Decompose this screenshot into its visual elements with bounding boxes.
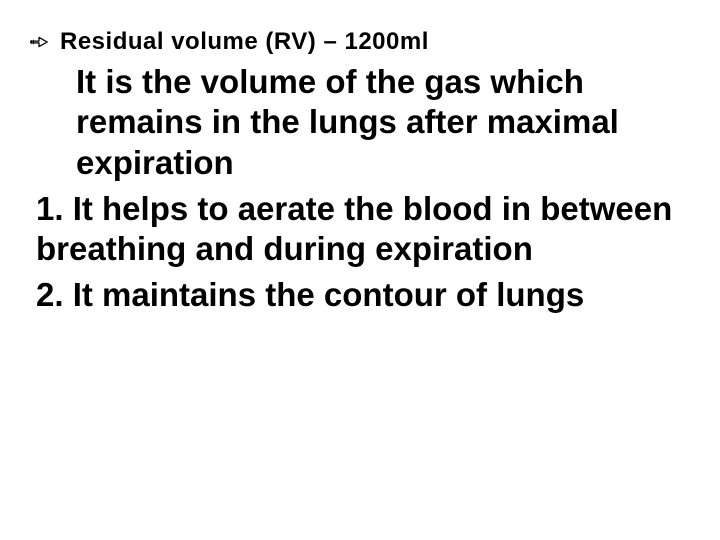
- list-number: 1.: [36, 190, 64, 227]
- list-item: 2. It maintains the contour of lungs: [28, 275, 692, 315]
- list-text: It helps to aerate the blood in between …: [36, 190, 672, 267]
- list-item: 1. It helps to aerate the blood in betwe…: [28, 189, 692, 270]
- definition-text: It is the volume of the gas which remain…: [28, 62, 692, 183]
- list-number: 2.: [36, 276, 64, 313]
- slide: Residual volume (RV) – 1200ml It is the …: [0, 0, 720, 540]
- pointing-hand-icon: [28, 31, 50, 53]
- title-text: Residual volume (RV) – 1200ml: [60, 28, 429, 56]
- list-text: It maintains the contour of lungs: [73, 276, 585, 313]
- title-line: Residual volume (RV) – 1200ml: [28, 28, 692, 56]
